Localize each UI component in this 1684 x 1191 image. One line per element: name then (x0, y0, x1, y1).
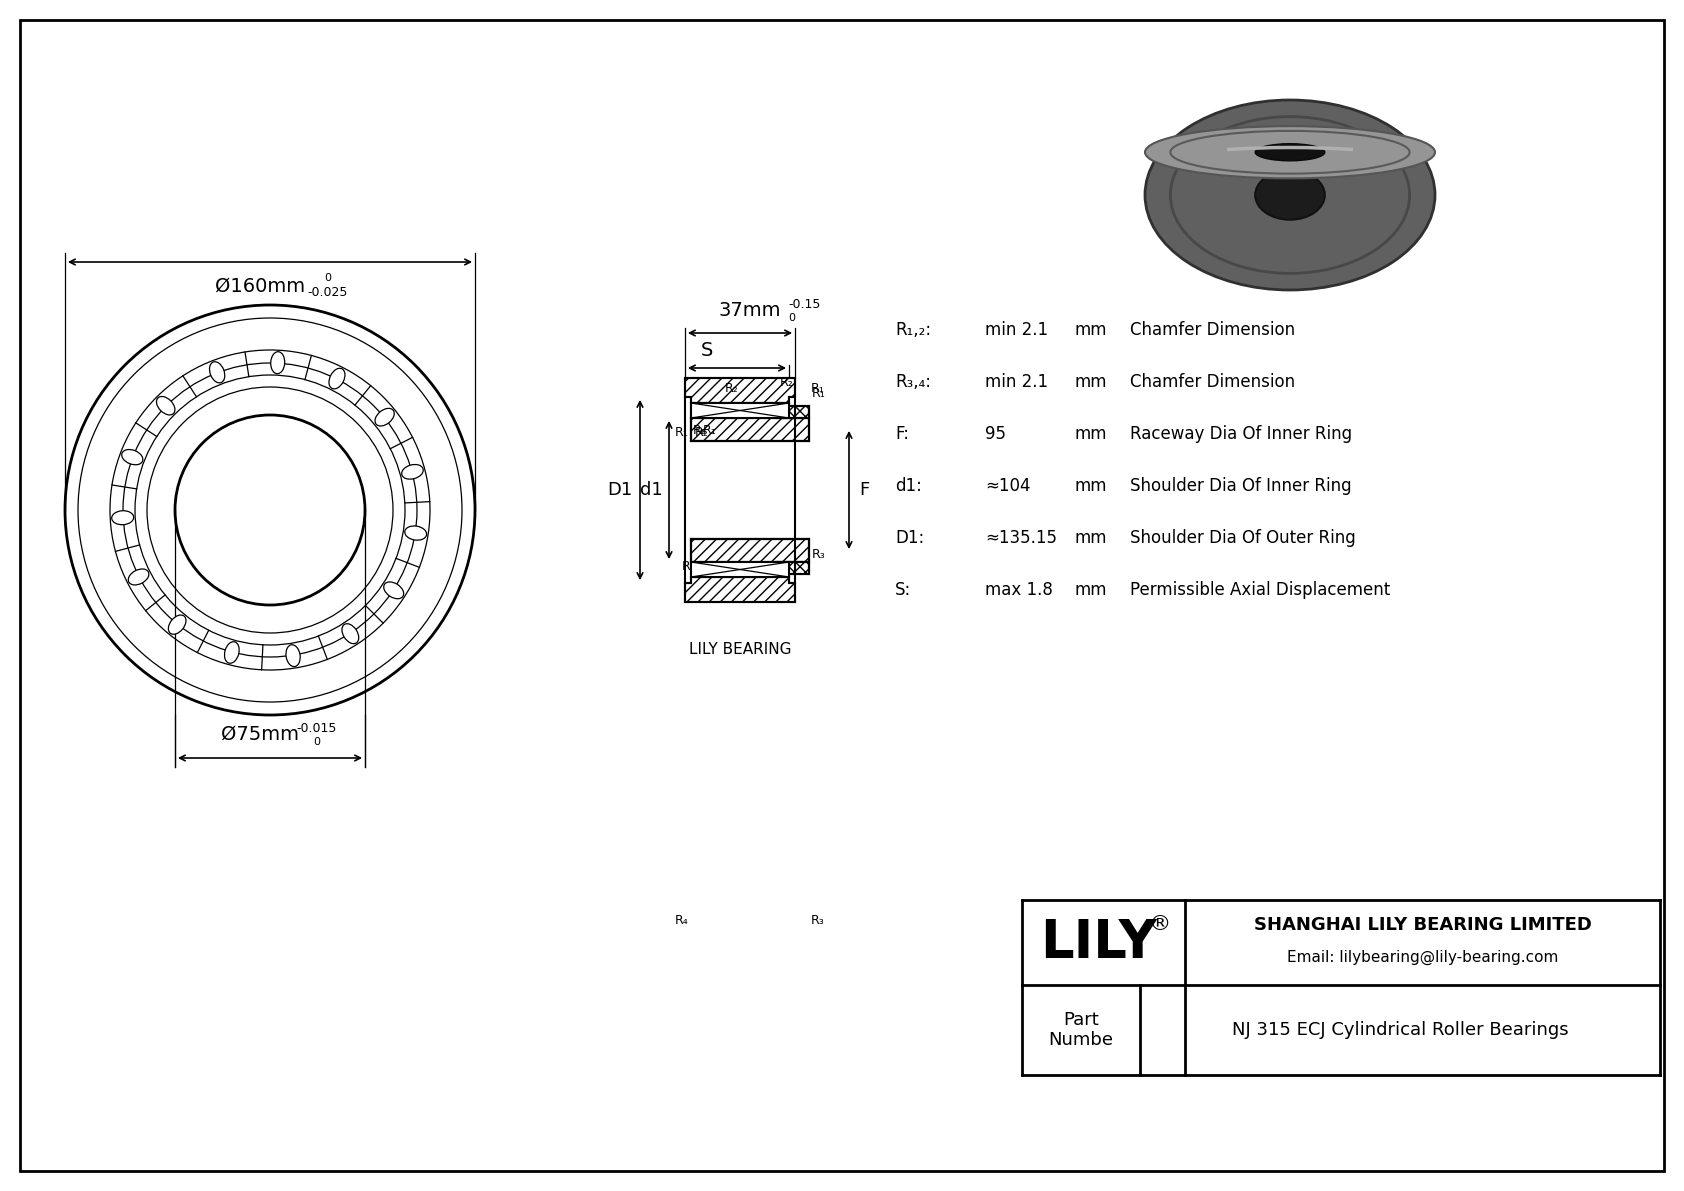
Text: R₂: R₂ (726, 382, 739, 395)
Text: R₂: R₂ (695, 426, 709, 439)
Text: R₃: R₃ (812, 913, 825, 927)
Ellipse shape (1145, 100, 1435, 289)
Text: R₄: R₄ (682, 561, 695, 574)
Text: Shoulder Dia Of Inner Ring: Shoulder Dia Of Inner Ring (1130, 478, 1352, 495)
Text: S:: S: (894, 581, 911, 599)
Text: Chamfer Dimension: Chamfer Dimension (1130, 373, 1295, 391)
Ellipse shape (128, 569, 148, 585)
Text: F: F (859, 481, 869, 499)
Text: LILY BEARING: LILY BEARING (689, 642, 791, 657)
Polygon shape (776, 406, 808, 418)
Text: Raceway Dia Of Inner Ring: Raceway Dia Of Inner Ring (1130, 425, 1352, 443)
Ellipse shape (384, 582, 404, 599)
Text: mm: mm (1074, 478, 1108, 495)
Text: Ø160mm: Ø160mm (216, 276, 305, 295)
Ellipse shape (1255, 170, 1325, 219)
Polygon shape (690, 540, 808, 562)
Ellipse shape (402, 464, 423, 479)
Text: Part
Numbe: Part Numbe (1049, 1011, 1113, 1049)
Text: -0.025: -0.025 (308, 286, 349, 299)
Polygon shape (685, 576, 795, 601)
Text: ≈135.15: ≈135.15 (985, 529, 1058, 547)
Text: F:: F: (894, 425, 909, 443)
Text: mm: mm (1074, 373, 1108, 391)
Ellipse shape (342, 624, 359, 643)
Ellipse shape (404, 526, 426, 541)
Text: 95: 95 (985, 425, 1005, 443)
Text: min 2.1: min 2.1 (985, 322, 1047, 339)
Text: -0.015: -0.015 (296, 722, 337, 735)
Text: R₁: R₁ (812, 382, 825, 395)
Text: D1: D1 (608, 481, 633, 499)
Text: mm: mm (1074, 581, 1108, 599)
Text: R₁: R₁ (812, 387, 825, 400)
Text: Email: lilybearing@lily-bearing.com: Email: lilybearing@lily-bearing.com (1287, 950, 1558, 965)
Text: d1:: d1: (894, 478, 921, 495)
Text: R₃: R₃ (812, 548, 825, 561)
Text: R₁: R₁ (702, 424, 717, 436)
Polygon shape (690, 418, 808, 441)
Text: R₁,₂:: R₁,₂: (894, 322, 931, 339)
Text: mm: mm (1074, 529, 1108, 547)
Text: max 1.8: max 1.8 (985, 581, 1052, 599)
Polygon shape (685, 378, 795, 403)
Text: mm: mm (1074, 425, 1108, 443)
Text: ≈104: ≈104 (985, 478, 1031, 495)
Text: 0: 0 (325, 273, 332, 283)
Text: min 2.1: min 2.1 (985, 373, 1047, 391)
Ellipse shape (121, 449, 143, 464)
Text: Permissible Axial Displacement: Permissible Axial Displacement (1130, 581, 1391, 599)
Text: 37mm: 37mm (719, 301, 781, 320)
Text: mm: mm (1074, 322, 1108, 339)
Text: S: S (701, 341, 714, 360)
Text: Shoulder Dia Of Outer Ring: Shoulder Dia Of Outer Ring (1130, 529, 1356, 547)
Ellipse shape (209, 362, 224, 382)
Ellipse shape (271, 351, 285, 374)
Text: Chamfer Dimension: Chamfer Dimension (1130, 322, 1295, 339)
Text: LILY: LILY (1041, 917, 1157, 968)
Text: R₁: R₁ (674, 426, 689, 439)
Text: NJ 315 ECJ Cylindrical Roller Bearings: NJ 315 ECJ Cylindrical Roller Bearings (1231, 1021, 1568, 1039)
Text: R₂: R₂ (780, 376, 793, 389)
Text: Ø75mm: Ø75mm (221, 724, 300, 743)
Text: D1:: D1: (894, 529, 925, 547)
Ellipse shape (157, 397, 175, 414)
Ellipse shape (1255, 144, 1325, 161)
Ellipse shape (224, 642, 239, 663)
Text: R₂: R₂ (694, 424, 707, 436)
Ellipse shape (1145, 126, 1435, 179)
Text: 0: 0 (313, 737, 320, 747)
Text: R₃,₄:: R₃,₄: (894, 373, 931, 391)
Text: 0: 0 (788, 313, 795, 323)
Ellipse shape (168, 615, 185, 635)
Text: R₄: R₄ (675, 913, 689, 927)
Ellipse shape (376, 409, 394, 426)
Text: SHANGHAI LILY BEARING LIMITED: SHANGHAI LILY BEARING LIMITED (1253, 916, 1591, 934)
Text: d1: d1 (640, 481, 662, 499)
Ellipse shape (286, 644, 300, 667)
Text: ®: ® (1148, 915, 1172, 935)
Text: -0.15: -0.15 (788, 299, 820, 312)
Bar (690, 562, 790, 576)
Bar (690, 403, 790, 418)
Polygon shape (776, 562, 808, 574)
Ellipse shape (328, 368, 345, 389)
Ellipse shape (111, 511, 133, 525)
